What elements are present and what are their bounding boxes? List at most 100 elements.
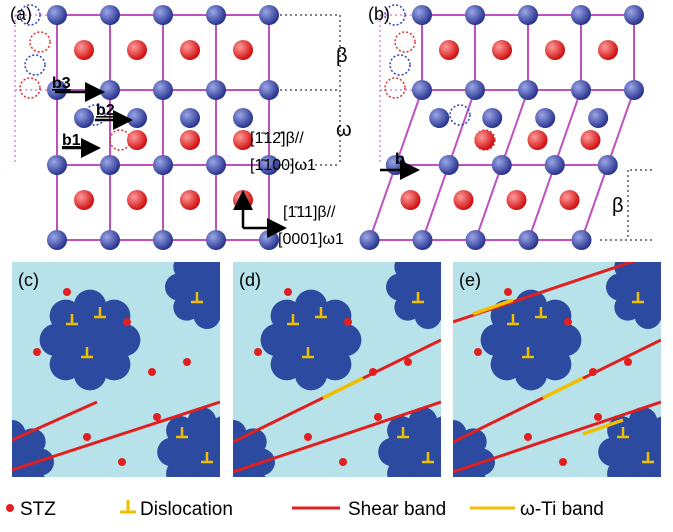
lattice — [15, 5, 279, 250]
phase-label: ω — [336, 119, 352, 141]
grain — [460, 469, 487, 496]
atom-blue — [482, 108, 502, 128]
atom-blue — [206, 155, 226, 175]
atom-blue — [535, 108, 555, 128]
burgers-label: b3 — [52, 75, 71, 92]
atom-red — [74, 190, 94, 210]
atom-blue — [412, 5, 432, 25]
atom-blue — [233, 108, 253, 128]
legend-label: Dislocation — [140, 499, 233, 520]
atom-blue — [519, 230, 539, 250]
panel-label: (d) — [239, 270, 261, 290]
atom-blue — [153, 5, 173, 25]
phase-label: β — [612, 195, 624, 217]
vacant-site — [20, 78, 40, 98]
grain — [663, 274, 673, 301]
atom-blue — [47, 5, 67, 25]
stz — [564, 318, 572, 326]
stz — [474, 348, 482, 356]
atom-red — [439, 40, 459, 60]
burgers-label: b — [395, 151, 405, 168]
stz — [183, 358, 191, 366]
panel-label: (c) — [18, 270, 39, 290]
atom-blue — [624, 80, 644, 100]
direction-label: [0001]ω1 — [278, 231, 344, 248]
atom-blue — [518, 80, 538, 100]
stz — [83, 433, 91, 441]
atom-blue — [624, 5, 644, 25]
stz — [344, 318, 352, 326]
atom-blue — [100, 80, 120, 100]
stz — [33, 348, 41, 356]
atom-blue — [206, 5, 226, 25]
direction-label: [1̄12̄]β// — [250, 130, 304, 147]
panel-label: (a) — [10, 4, 32, 24]
atom-blue — [127, 108, 147, 128]
atom-blue — [153, 80, 173, 100]
atom-blue — [492, 155, 512, 175]
legend-swatch — [6, 504, 14, 512]
atom-blue — [259, 5, 279, 25]
microstructure-panels — [0, 245, 673, 504]
atom-blue — [47, 155, 67, 175]
grain — [394, 253, 421, 280]
figure: (a) (b) b1 b2 b3 b β ω β [1̄12̄]β// [1̄1… — [0, 0, 673, 527]
legend-label: STZ — [20, 499, 56, 520]
atom-blue — [439, 155, 459, 175]
panel-label: (b) — [368, 4, 390, 24]
vacant-site — [395, 32, 415, 52]
atom-red — [507, 190, 527, 210]
stz — [123, 318, 131, 326]
atom-blue — [206, 230, 226, 250]
stz — [594, 413, 602, 421]
atom-red — [401, 190, 421, 210]
atom-red — [74, 40, 94, 60]
atom-red — [598, 40, 618, 60]
atom-blue — [429, 108, 449, 128]
grain — [0, 428, 5, 455]
grain — [659, 438, 673, 467]
lattice — [360, 5, 645, 250]
atom-red — [180, 40, 200, 60]
stz — [284, 288, 292, 296]
atom-blue — [572, 230, 592, 250]
atom-blue — [100, 230, 120, 250]
atom-red — [180, 130, 200, 150]
direction-label: [1̄100]ω1 — [250, 157, 316, 174]
microstructure — [191, 245, 470, 504]
panel-label: (e) — [459, 270, 481, 290]
atom-blue — [47, 230, 67, 250]
legend-label: ω-Ti band — [520, 499, 604, 520]
atom-red — [127, 190, 147, 210]
burgers-label: b1 — [62, 132, 81, 149]
microstructure — [411, 245, 673, 504]
atom-blue — [74, 108, 94, 128]
grain — [19, 469, 46, 496]
panel-content — [411, 245, 673, 504]
atom-blue — [206, 80, 226, 100]
atom-blue — [100, 155, 120, 175]
stz — [339, 458, 347, 466]
grain — [240, 469, 267, 496]
atom-red — [581, 130, 601, 150]
panel-content — [191, 245, 470, 504]
atom-blue — [465, 80, 485, 100]
vacant-site — [30, 32, 50, 52]
stz — [374, 413, 382, 421]
direction-label: [1̄11]β// — [283, 204, 336, 221]
atom-blue — [360, 230, 380, 250]
atom-red — [475, 130, 495, 150]
atom-red — [454, 190, 474, 210]
vacant-site — [25, 55, 45, 75]
atom-red — [233, 40, 253, 60]
stz — [148, 368, 156, 376]
vacant-site — [385, 78, 405, 98]
stz — [559, 458, 567, 466]
atom-red — [180, 190, 200, 210]
stz — [63, 288, 71, 296]
grain — [173, 253, 200, 280]
legend-label: Shear band — [348, 499, 446, 520]
stz — [153, 413, 161, 421]
phase-label: β — [336, 45, 348, 67]
atom-blue — [588, 108, 608, 128]
